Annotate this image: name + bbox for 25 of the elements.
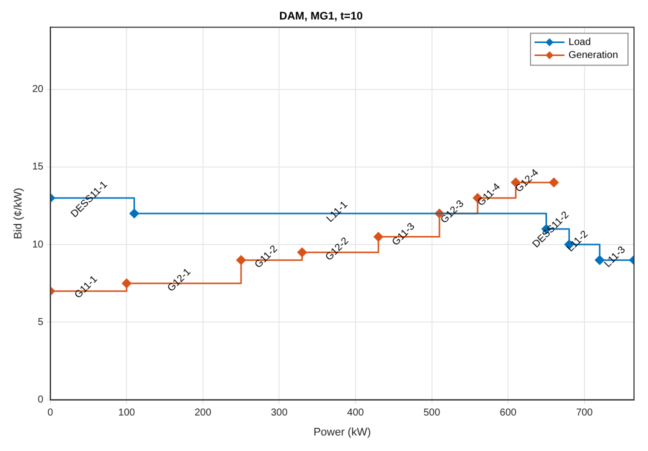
y-tick-label: 15 xyxy=(32,162,44,173)
x-tick-label: 100 xyxy=(118,408,136,419)
x-tick-label: 200 xyxy=(194,408,212,419)
y-tick-label: 5 xyxy=(38,316,44,328)
x-tick-label: 500 xyxy=(423,408,441,419)
legend-label: Load xyxy=(568,36,591,48)
point xyxy=(297,248,307,258)
chart-title: DAM, MG1, t=10 xyxy=(279,10,363,23)
point xyxy=(122,278,132,288)
y-axis-title: Bid (¢/kW) xyxy=(12,188,25,240)
legend-label: Generation xyxy=(568,50,618,61)
point xyxy=(549,178,559,188)
point xyxy=(374,232,384,242)
point xyxy=(130,208,139,218)
y-tick-label: 0 xyxy=(38,394,44,406)
x-tick-label: 600 xyxy=(500,408,517,419)
point xyxy=(236,255,246,265)
point xyxy=(594,255,604,265)
x-tick-label: 300 xyxy=(270,408,288,419)
x-tick-label: 400 xyxy=(347,408,364,419)
y-tick-label: 20 xyxy=(32,84,44,96)
y-tick-label: 10 xyxy=(32,239,44,250)
x-tick-label: 0 xyxy=(48,408,54,419)
x-axis-title: Power (kW) xyxy=(313,426,371,438)
x-tick-label: 700 xyxy=(576,408,594,419)
